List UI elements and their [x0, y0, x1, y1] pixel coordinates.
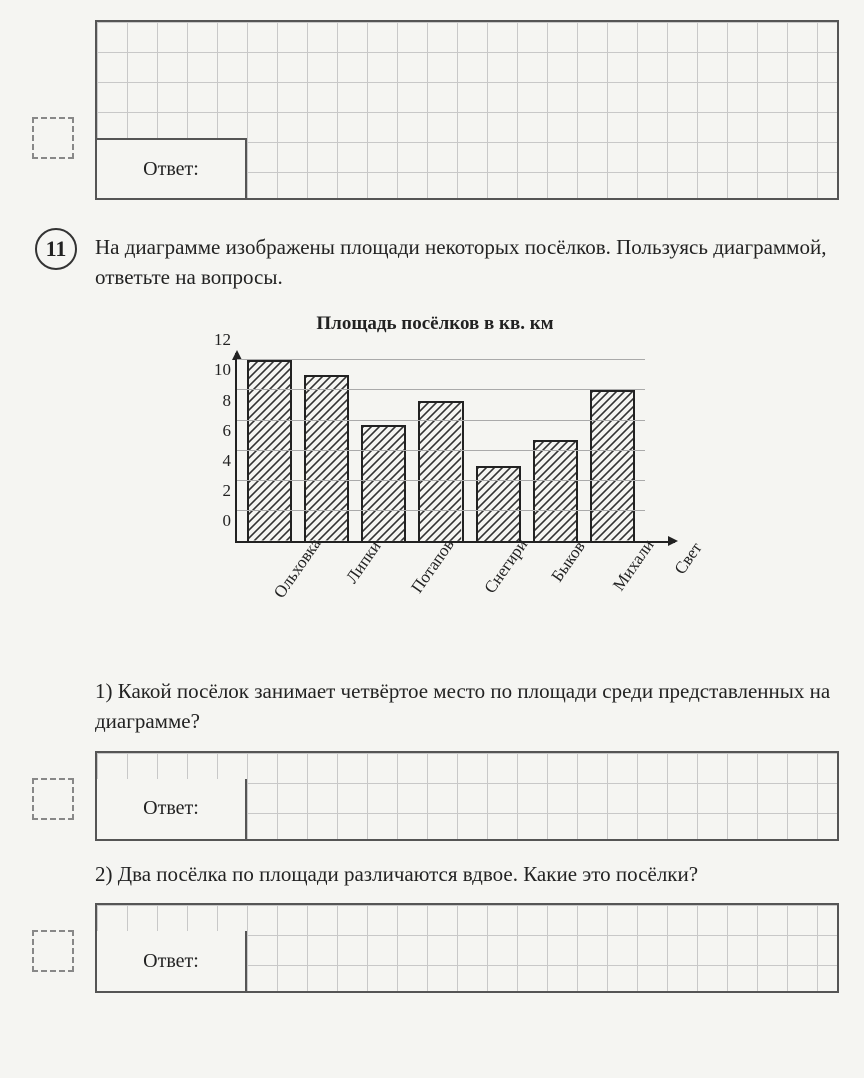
chart-gridline [237, 480, 645, 481]
chart-bar [304, 375, 349, 540]
chart-ytick-label: 0 [207, 511, 231, 531]
answer-label-box: Ответ: [97, 931, 247, 991]
score-box [32, 778, 74, 820]
chart-bar [418, 401, 463, 541]
answer-label: Ответ: [143, 797, 199, 820]
answer-label: Ответ: [143, 950, 199, 973]
chart-bar [533, 440, 578, 541]
chart-bar [361, 425, 406, 541]
chart-gridline [237, 389, 645, 390]
chart-gridline [237, 510, 645, 511]
chart-gridline [237, 450, 645, 451]
chart-x-labels: ОльховкаЛипкиПотаповСнегириБыковМихалиСв… [245, 543, 635, 563]
answer-box-q1: Ответ: [95, 751, 839, 841]
bar-chart: 024681012 ОльховкаЛипкиПотаповСнегириБык… [235, 343, 675, 563]
question-row: 11 На диаграмме изображены площади некот… [35, 228, 839, 293]
chart-plot-area: 024681012 [235, 353, 675, 543]
chart-gridline [237, 420, 645, 421]
chart-title: Площадь посёлков в кв. км [195, 313, 675, 335]
chart-bar [590, 390, 635, 540]
chart-ytick-label: 2 [207, 481, 231, 501]
chart-ytick-label: 12 [207, 330, 231, 350]
answer-label-box: Ответ: [97, 779, 247, 839]
chart-ytick-label: 4 [207, 451, 231, 471]
subquestion-1: 1) Какой посёлок занимает четвёртое мест… [95, 676, 839, 737]
question-number-badge: 11 [35, 228, 77, 270]
chart-bar [476, 466, 521, 541]
answer-box-q2: Ответ: [95, 903, 839, 993]
score-box [32, 930, 74, 972]
answer-box-top: Ответ: [95, 20, 839, 200]
chart-container: Площадь посёлков в кв. км 024681012 Ольх… [195, 313, 675, 658]
chart-ytick-label: 8 [207, 391, 231, 411]
chart-gridline [237, 359, 645, 360]
chart-ytick-label: 10 [207, 360, 231, 380]
chart-ytick-label: 6 [207, 421, 231, 441]
answer-label: Ответ: [143, 158, 199, 181]
chart-bar [247, 360, 292, 540]
x-axis-arrow-icon [668, 536, 678, 546]
question-number: 11 [46, 236, 67, 262]
y-axis-arrow-icon [232, 350, 242, 360]
chart-bars [247, 353, 635, 541]
score-box [32, 117, 74, 159]
question-text: На диаграмме изображены площади некоторы… [95, 228, 839, 293]
subquestion-2: 2) Два посёлка по площади различаются вд… [95, 859, 839, 889]
answer-label-box: Ответ: [97, 138, 247, 198]
